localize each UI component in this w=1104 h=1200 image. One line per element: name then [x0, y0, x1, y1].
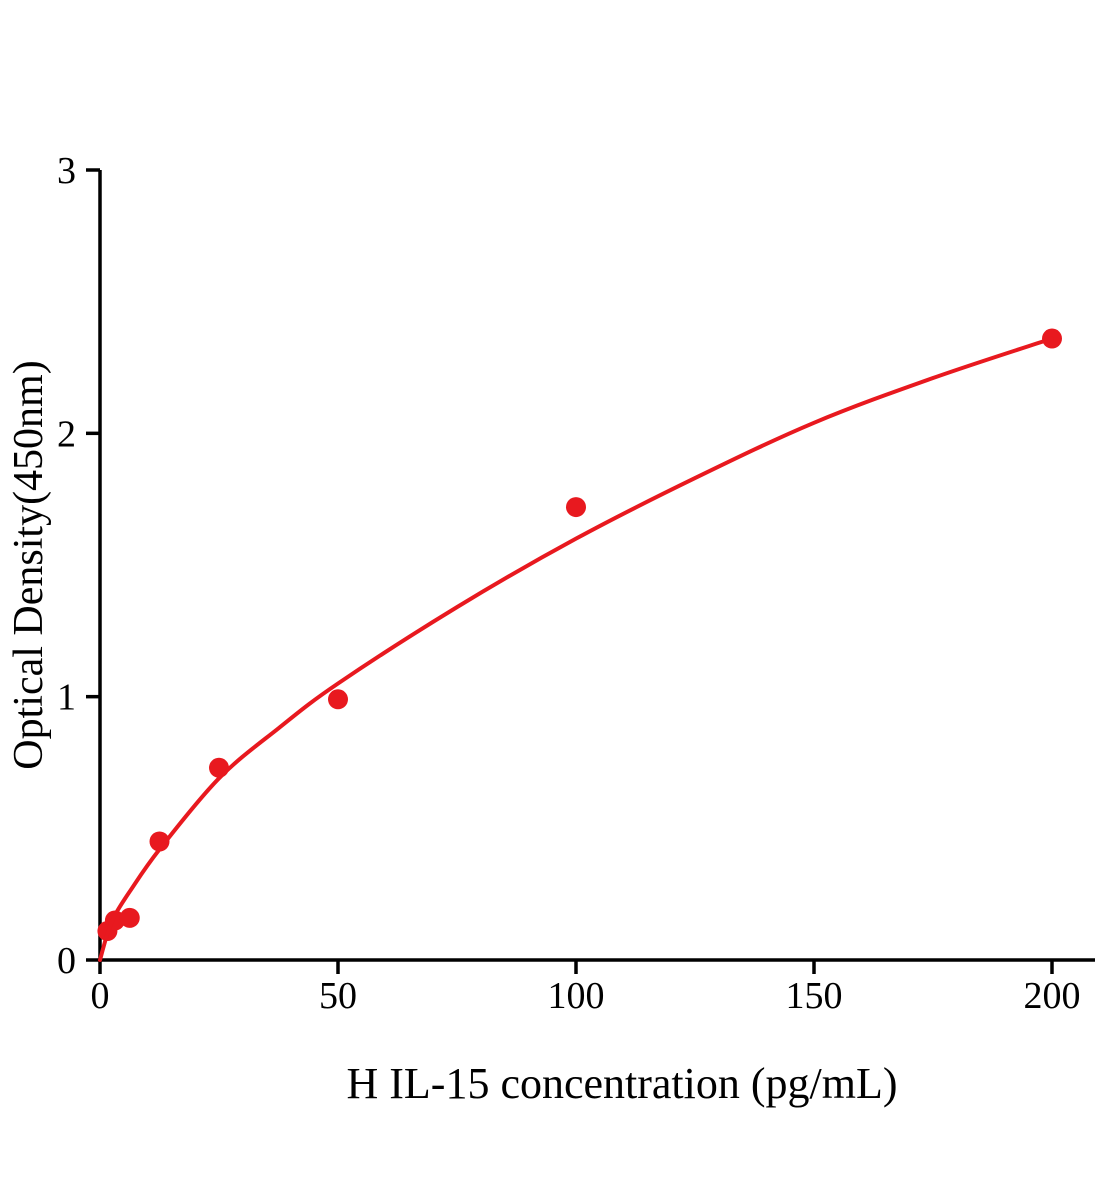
y-axis-tick-label: 0 — [57, 940, 76, 982]
data-point — [209, 757, 229, 778]
axis-lines — [98, 170, 1095, 962]
x-axis-title: H IL-15 concentration (pg/mL) — [346, 1059, 897, 1108]
data-point — [119, 907, 140, 928]
y-axis-tick-label: 2 — [57, 413, 76, 455]
x-axis-tick-label: 150 — [786, 975, 843, 1017]
data-point — [328, 689, 348, 710]
y-axis-tick-label: 1 — [57, 677, 76, 719]
fitted-curve — [98, 336, 1054, 962]
y-axis-tick-label: 3 — [57, 150, 76, 192]
x-axis-tick-label: 50 — [319, 975, 357, 1017]
plot-area: 0 1 2 3 0 50 100 150 200 — [57, 150, 1095, 1017]
data-point — [566, 497, 586, 518]
x-axis-tick-label: 0 — [91, 975, 110, 1017]
data-point — [149, 831, 170, 852]
y-axis-title: Optical Density(450nm) — [6, 360, 52, 769]
x-axis-tick-label: 100 — [548, 975, 605, 1017]
x-axis-tick-label: 200 — [1024, 975, 1081, 1017]
